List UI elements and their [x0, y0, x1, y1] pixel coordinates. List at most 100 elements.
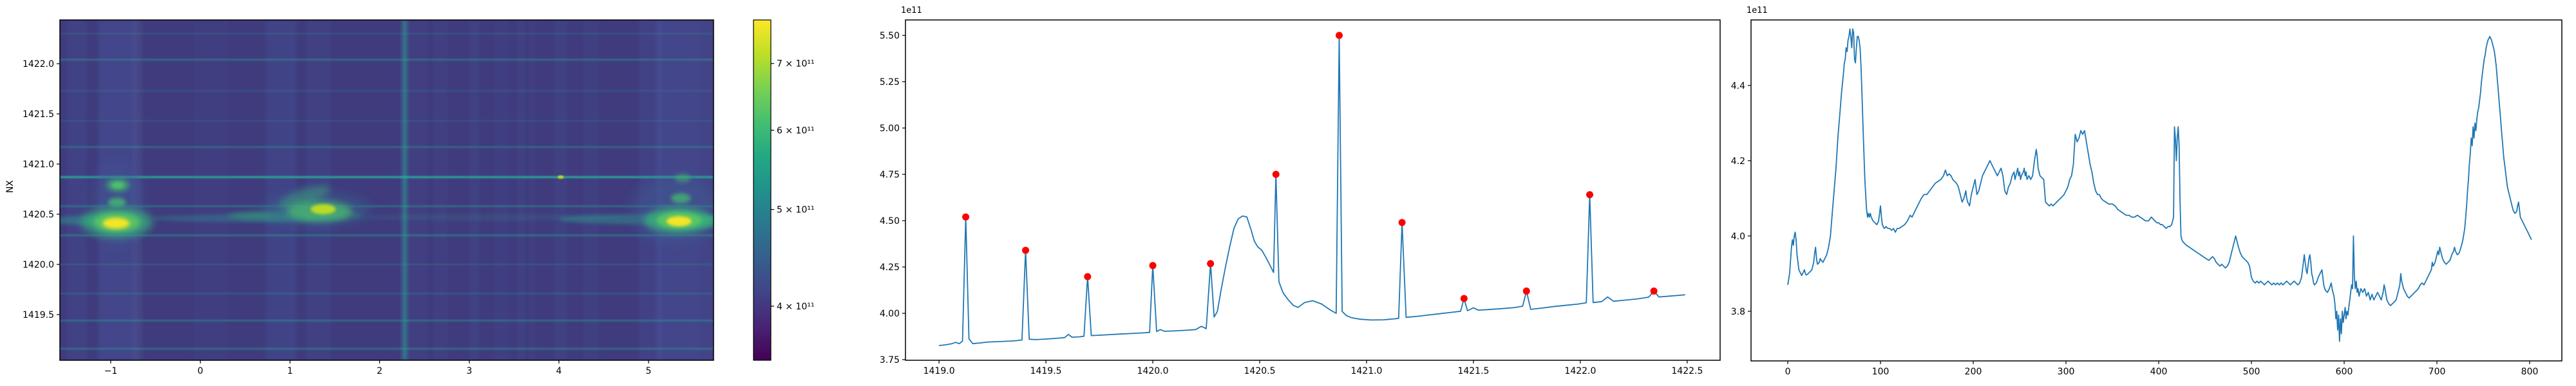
heatmap-vertical-band — [494, 20, 509, 360]
heatmap-horizontal-line — [60, 176, 714, 178]
lightcurve-xtick-label: 400 — [2150, 367, 2168, 377]
lightcurve-offset-label: 1e11 — [1747, 6, 1768, 15]
spectrum-peak-marker — [1272, 170, 1280, 178]
heatmap-emission-blob — [666, 216, 692, 226]
heatmap-horizontal-line — [60, 33, 714, 35]
lightcurve-xtick-label: 100 — [1872, 367, 1889, 377]
heatmap-background — [60, 20, 714, 360]
colorbar-tick-label: 6 × 10¹¹ — [777, 125, 815, 136]
heatmap-emission-blob — [102, 217, 130, 229]
spectrum-peak-marker — [1084, 273, 1092, 280]
heatmap-horizontal-line — [60, 205, 714, 207]
heatmap-ylabel: NX — [5, 179, 16, 194]
heatmap-emission-blob — [111, 181, 124, 189]
heatmap-ytick-label: 1422.0 — [23, 59, 54, 69]
lightcurve-ytick-label: 4.0 — [1731, 232, 1745, 242]
spectrum-peak-marker — [1398, 219, 1406, 226]
heatmap-emission-blob — [108, 198, 126, 207]
spectrum-ytick-label: 4.25 — [880, 262, 900, 273]
heatmap-vertical-band — [528, 20, 536, 360]
lightcurve-ytick-label: 3.8 — [1731, 307, 1745, 317]
spectrum-peak-marker — [1207, 260, 1215, 268]
heatmap-emission-blob — [279, 185, 330, 209]
spectrum-peak-marker — [1022, 246, 1030, 254]
heatmap-vertical-band — [516, 20, 526, 360]
heatmap-xtick-label: −1 — [104, 366, 118, 376]
heatmap-axes: −1 0 1 2 3 4 5 1422.0 1421.5 1421.0 1420.5 1420.0 14… — [23, 19, 815, 376]
heatmap-emission-blob — [352, 214, 622, 221]
lightcurve-xtick-label: 0 — [1785, 367, 1791, 377]
spectrum-xtick-label: 1421.5 — [1457, 366, 1489, 376]
spectrum-xtick-label: 1421.0 — [1350, 366, 1382, 376]
heatmap-spines — [59, 19, 714, 361]
heatmap-emission-blob — [674, 173, 691, 183]
heatmap-horizontal-line — [60, 90, 714, 92]
heatmap-horizontal-line — [60, 234, 714, 237]
colorbar-tick-label: 5 × 10¹¹ — [777, 205, 815, 216]
colorbar-tick-label: 7 × 10¹¹ — [777, 59, 815, 69]
colorbar-gradient — [753, 20, 771, 360]
heatmap-ytick-label: 1421.0 — [23, 160, 54, 170]
spectrum-series-line — [939, 35, 1685, 346]
heatmap-horizontal-line — [60, 347, 714, 350]
spectrum-xtick-label: 1419.5 — [1030, 366, 1062, 376]
lightcurve-xtick-label: 200 — [1965, 367, 1982, 377]
heatmap-emission-blob — [670, 193, 691, 203]
lightcurve-spines — [1750, 19, 2562, 362]
heatmap-horizontal-line — [60, 293, 714, 295]
lightcurve-xtick-label: 700 — [2429, 367, 2446, 377]
spectrum-ytick-label: 4.75 — [880, 170, 900, 180]
spectrum-xtick-label: 1420.0 — [1137, 366, 1169, 376]
spectrum-offset-label: 1e11 — [901, 6, 922, 15]
heatmap-horizontal-line — [60, 120, 714, 122]
heatmap-horizontal-line — [60, 59, 714, 61]
heatmap-xtick-label: 5 — [646, 366, 652, 376]
lightcurve-series-line — [1787, 28, 2532, 342]
heatmap-vertical-band — [265, 20, 297, 360]
spectrum-axes: 1419.0 1419.5 1420.0 1420.5 1421.0 1421.5 1422… — [880, 19, 1721, 376]
heatmap-vertical-band — [469, 20, 480, 360]
heatmap-xtick-label: 1 — [287, 366, 293, 376]
lightcurve-xtick-label: 500 — [2243, 367, 2260, 377]
spectrum-ytick-label: 3.75 — [880, 355, 900, 365]
colorbar-tick-label: 4 × 10¹¹ — [777, 302, 815, 312]
heatmap-ytick-label: 1420.0 — [23, 260, 54, 270]
heatmap-ytick-label: 1421.5 — [23, 109, 54, 120]
spectrum-peak-marker — [1460, 295, 1468, 302]
heatmap-vertical-band — [433, 20, 448, 360]
heatmap-vertical-band — [400, 20, 428, 360]
spectrum-ytick-label: 5.50 — [880, 31, 900, 41]
lightcurve-ytick-label: 4.4 — [1731, 81, 1745, 91]
lightcurve-xtick-label: 600 — [2336, 367, 2353, 377]
heatmap-vertical-band — [66, 20, 87, 360]
spectrum-ytick-label: 4.50 — [880, 216, 900, 226]
heatmap-vertical-band — [583, 20, 600, 360]
heatmap-horizontal-line — [60, 264, 714, 266]
heatmap-horizontal-line — [60, 320, 714, 322]
heatmap-vertical-band — [194, 20, 229, 360]
heatmap-image — [60, 20, 714, 360]
spectrum-peak-marker — [1335, 32, 1343, 39]
spectrum-spines — [905, 19, 1721, 361]
spectrum-peak-marker — [1650, 287, 1658, 295]
heatmap-xtick-label: 2 — [377, 366, 383, 376]
heatmap-xtick-label: 4 — [556, 366, 562, 376]
heatmap-emission-blob — [557, 175, 564, 179]
spectrum-peak-marker — [1586, 191, 1594, 199]
spectrum-ytick-label: 4.00 — [880, 309, 900, 319]
heatmap-xtick-label: 0 — [198, 366, 204, 376]
heatmap-horizontal-line — [60, 146, 714, 148]
heatmap-ytick-label: 1420.5 — [23, 210, 54, 220]
heatmap-vertical-band — [554, 20, 568, 360]
colorbar-outline — [753, 19, 772, 361]
lightcurve-axes: 0 100 200 300 400 500 600 700 800 3.8 4.0 4.2 4.4 — [1731, 19, 2562, 377]
heatmap-ytick-label: 1419.5 — [23, 310, 54, 320]
lightcurve-ytick-label: 4.2 — [1731, 156, 1745, 167]
spectrum-ytick-label: 5.25 — [880, 77, 900, 87]
lightcurve-xtick-label: 300 — [2058, 367, 2075, 377]
spectrum-ytick-label: 5.00 — [880, 124, 900, 134]
spectrum-xtick-label: 1419.0 — [923, 366, 955, 376]
spectrum-xtick-label: 1420.5 — [1244, 366, 1276, 376]
spectrum-peak-marker — [962, 213, 970, 221]
